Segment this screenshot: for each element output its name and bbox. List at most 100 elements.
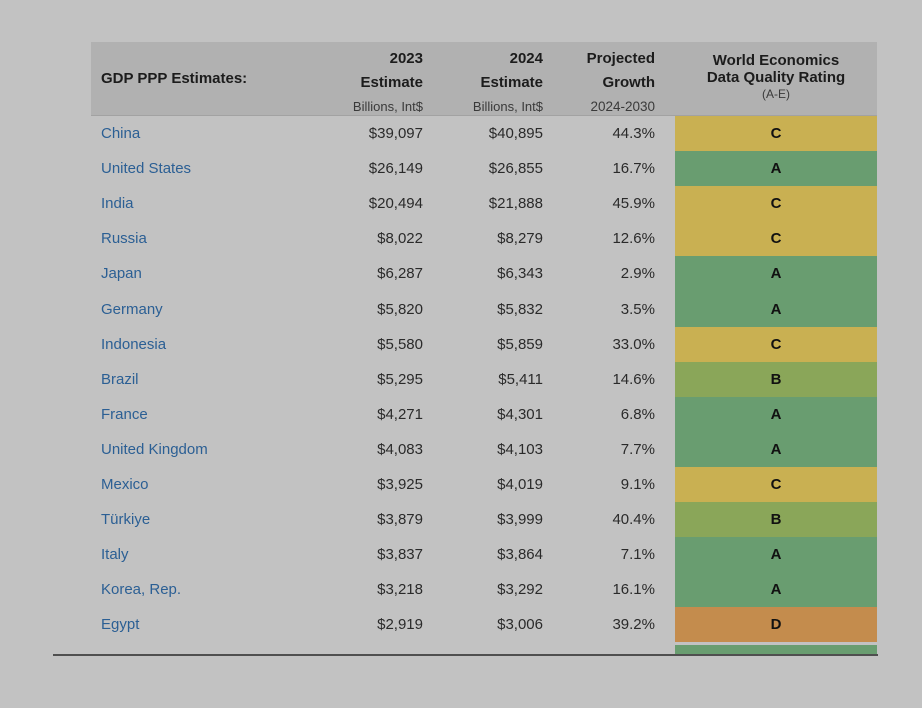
country-cell[interactable]: Brazil xyxy=(101,370,139,388)
rating-cell: A xyxy=(675,572,877,608)
estimate-2023-cell: $8,022 xyxy=(377,230,423,248)
header-2023-estimate: Estimate xyxy=(360,74,423,91)
country-cell[interactable]: Russia xyxy=(101,230,147,248)
header-rating-line2: Data Quality Rating xyxy=(706,69,846,86)
estimate-2024-cell: $3,006 xyxy=(497,616,543,634)
rating-cell: B xyxy=(675,502,877,538)
country-cell[interactable]: Mexico xyxy=(101,475,149,493)
header-2023-units: Billions, Int$ xyxy=(352,99,423,114)
header-rating-line1: World Economics xyxy=(712,52,840,69)
rating-cell: A xyxy=(675,537,877,573)
growth-cell: 33.0% xyxy=(612,335,655,353)
country-cell[interactable]: France xyxy=(101,405,148,423)
country-cell[interactable]: United States xyxy=(101,160,192,178)
table-row: Indonesia $5,580 $5,859 33.0% C xyxy=(91,326,877,362)
country-cell[interactable]: Indonesia xyxy=(101,335,167,353)
growth-cell: 6.8% xyxy=(620,405,655,423)
rating-cell: A xyxy=(675,396,877,432)
growth-cell: 39.2% xyxy=(612,616,655,634)
country-cell[interactable]: Japan xyxy=(101,265,142,283)
table-row: United States $26,149 $26,855 16.7% A xyxy=(91,151,877,187)
table-row: France $4,271 $4,301 6.8% A xyxy=(91,396,877,432)
table-row: Brazil $5,295 $5,411 14.6% B xyxy=(91,361,877,397)
estimate-2023-cell: $2,919 xyxy=(377,616,423,634)
table-row: China $39,097 $40,895 44.3% C xyxy=(91,115,877,152)
table-row: Italy $3,837 $3,864 7.1% A xyxy=(91,537,877,573)
estimate-2023-cell: $20,494 xyxy=(368,195,423,213)
estimate-2023-cell: $3,837 xyxy=(377,546,423,564)
growth-cell: 3.5% xyxy=(620,300,655,318)
country-cell[interactable]: China xyxy=(101,125,141,143)
rating-cell: A xyxy=(675,151,877,187)
estimate-2023-cell: $5,580 xyxy=(377,335,423,353)
estimate-2024-cell: $6,343 xyxy=(497,265,543,283)
table-bottom-rule xyxy=(53,654,878,656)
header-country-label: GDP PPP Estimates: xyxy=(101,70,248,87)
growth-cell: 7.1% xyxy=(620,546,655,564)
estimate-2024-cell: $40,895 xyxy=(488,125,543,143)
rating-cell: A xyxy=(675,256,877,292)
table-row: India $20,494 $21,888 45.9% C xyxy=(91,186,877,222)
estimate-2023-cell: $4,083 xyxy=(377,440,423,458)
table-row: Türkiye $3,879 $3,999 40.4% B xyxy=(91,502,877,538)
header-growth-projected: Projected xyxy=(586,50,655,67)
rating-cell: C xyxy=(675,115,877,152)
rating-cell: A xyxy=(675,431,877,467)
estimate-2024-cell: $5,411 xyxy=(498,370,543,388)
estimate-2023-cell: $3,218 xyxy=(377,581,423,599)
header-rating-scale: (A-E) xyxy=(762,87,790,101)
rating-cell: C xyxy=(675,466,877,503)
estimate-2024-cell: $21,888 xyxy=(488,195,543,213)
header-2023-year: 2023 xyxy=(389,50,423,67)
header-rating: World Economics Data Quality Rating (A-E… xyxy=(675,42,877,116)
growth-cell: 40.4% xyxy=(612,511,655,529)
country-cell[interactable]: Egypt xyxy=(101,616,140,634)
estimate-2023-cell: $3,879 xyxy=(377,511,423,529)
rating-cell: C xyxy=(675,326,877,362)
rating-cell: A xyxy=(675,291,877,327)
growth-cell: 45.9% xyxy=(612,195,655,213)
growth-cell: 14.6% xyxy=(612,370,655,388)
table-row: United Kingdom $4,083 $4,103 7.7% A xyxy=(91,431,877,467)
estimate-2023-cell: $5,295 xyxy=(377,370,423,388)
growth-cell: 2.9% xyxy=(620,265,655,283)
estimate-2024-cell: $8,279 xyxy=(497,230,543,248)
country-cell[interactable]: Germany xyxy=(101,300,163,318)
growth-cell: 9.1% xyxy=(620,475,655,493)
estimate-2024-cell: $5,832 xyxy=(497,300,543,318)
growth-cell: 12.6% xyxy=(612,230,655,248)
estimate-2024-cell: $3,999 xyxy=(497,511,543,529)
table-row: Korea, Rep. $3,218 $3,292 16.1% A xyxy=(91,572,877,608)
estimate-2023-cell: $6,287 xyxy=(377,265,423,283)
table-body: China $39,097 $40,895 44.3% C United States $2… xyxy=(91,115,877,643)
rating-cell-partial xyxy=(675,645,877,654)
rating-cell: D xyxy=(675,607,877,643)
country-cell[interactable]: Italy xyxy=(101,546,129,564)
table-row: Japan $6,287 $6,343 2.9% A xyxy=(91,256,877,292)
table-row: Mexico $3,925 $4,019 9.1% C xyxy=(91,466,877,503)
table-row: Egypt $2,919 $3,006 39.2% D xyxy=(91,607,877,643)
header-row: GDP PPP Estimates: 2023 Estimate Billion… xyxy=(91,42,877,116)
rating-cell: B xyxy=(675,361,877,397)
rating-cell: C xyxy=(675,221,877,257)
estimate-2024-cell: $3,864 xyxy=(497,546,543,564)
estimate-2024-cell: $5,859 xyxy=(497,335,543,353)
gdp-ppp-table: GDP PPP Estimates: 2023 Estimate Billion… xyxy=(91,42,877,643)
table-row: Germany $5,820 $5,832 3.5% A xyxy=(91,291,877,327)
rating-cell: C xyxy=(675,186,877,222)
country-cell[interactable]: Korea, Rep. xyxy=(101,581,182,599)
estimate-2023-cell: $3,925 xyxy=(377,475,423,493)
country-cell[interactable]: India xyxy=(101,195,134,213)
country-cell[interactable]: United Kingdom xyxy=(101,440,208,458)
estimate-2024-cell: $4,103 xyxy=(497,440,543,458)
growth-cell: 7.7% xyxy=(620,440,655,458)
header-2024-year: 2024 xyxy=(509,50,543,67)
growth-cell: 16.7% xyxy=(612,160,655,178)
header-country: GDP PPP Estimates: xyxy=(91,42,303,116)
estimate-2023-cell: $39,097 xyxy=(368,125,423,143)
estimate-2023-cell: $5,820 xyxy=(377,300,423,318)
header-growth-period: 2024-2030 xyxy=(590,99,655,114)
estimate-2023-cell: $26,149 xyxy=(368,160,423,178)
estimate-2024-cell: $3,292 xyxy=(497,581,543,599)
country-cell[interactable]: Türkiye xyxy=(101,511,151,529)
